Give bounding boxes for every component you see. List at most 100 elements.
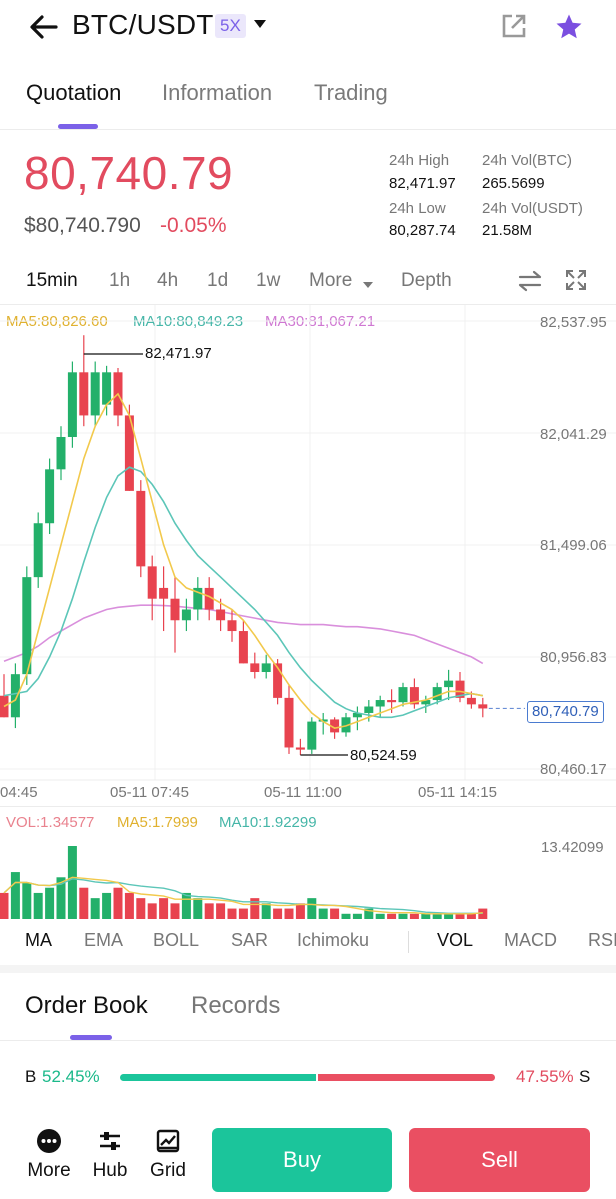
candle-body bbox=[409, 687, 419, 705]
x-tick: 04:45 bbox=[0, 784, 38, 801]
candle-body bbox=[295, 747, 305, 750]
interval-4h[interactable]: 4h bbox=[157, 270, 179, 291]
volume-bar bbox=[124, 892, 134, 919]
vol-max-label: 13.42099 bbox=[541, 839, 604, 856]
volume-bar bbox=[22, 882, 32, 919]
vol-usdt-value: 21.58M bbox=[482, 222, 533, 239]
tab-information[interactable]: Information bbox=[162, 80, 273, 105]
volume-bar bbox=[216, 903, 226, 919]
tab-trading[interactable]: Trading bbox=[314, 80, 388, 105]
vol-legend: VOL:1.34577 bbox=[6, 814, 95, 831]
y-tick: 82,537.95 bbox=[540, 314, 607, 331]
interval-15min[interactable]: 15min bbox=[26, 270, 78, 291]
volume-bars bbox=[0, 846, 488, 919]
y-tick: 81,499.06 bbox=[540, 537, 607, 554]
back-arrow-icon[interactable] bbox=[26, 10, 62, 44]
candle-body bbox=[124, 415, 134, 491]
usd-price: $80,740.790 bbox=[24, 214, 141, 237]
chart-markers bbox=[83, 353, 525, 756]
volume-bar bbox=[45, 887, 55, 919]
volume-bar bbox=[33, 892, 43, 919]
volume-bar bbox=[341, 913, 351, 919]
indicator-rsi[interactable]: RSI bbox=[588, 930, 616, 950]
vol-ma5-line bbox=[3, 876, 483, 915]
candlestick-chart[interactable] bbox=[0, 305, 616, 805]
candle-body bbox=[227, 620, 237, 632]
pair-title[interactable]: BTC/USDT bbox=[72, 9, 214, 40]
volume-bar bbox=[261, 903, 271, 919]
candle-body bbox=[102, 372, 112, 405]
candle-body bbox=[330, 719, 340, 733]
ma10-line bbox=[3, 466, 483, 719]
indicator-boll[interactable]: BOLL bbox=[153, 930, 200, 950]
candle-body bbox=[147, 566, 157, 599]
candle-body bbox=[273, 663, 283, 698]
candle-body bbox=[466, 697, 476, 705]
volume-bar bbox=[136, 898, 146, 919]
interval-1w[interactable]: 1w bbox=[256, 270, 281, 291]
volume-bar bbox=[181, 892, 191, 919]
chart-grid bbox=[0, 305, 616, 781]
interval-1h[interactable]: 1h bbox=[109, 270, 131, 291]
candle-body bbox=[90, 372, 100, 416]
star-icon[interactable] bbox=[554, 12, 584, 42]
interval-1d[interactable]: 1d bbox=[207, 270, 229, 291]
candle-body bbox=[307, 721, 317, 750]
hub-button[interactable]: Hub bbox=[83, 1128, 137, 1182]
indicator-macd[interactable]: MACD bbox=[504, 930, 557, 950]
sell-button[interactable]: Sell bbox=[409, 1128, 590, 1192]
divider bbox=[0, 304, 616, 305]
sell-ratio-label: S bbox=[579, 1067, 591, 1086]
indicator-ema[interactable]: EMA bbox=[84, 930, 124, 950]
candle-body bbox=[398, 687, 408, 703]
candle-body bbox=[181, 609, 191, 621]
volume-bar bbox=[295, 903, 305, 919]
indicator-sar[interactable]: SAR bbox=[231, 930, 269, 950]
ma-lines bbox=[3, 392, 483, 729]
candle-body bbox=[33, 523, 43, 578]
x-tick: 05-11 11:00 bbox=[264, 784, 342, 801]
volume-bar bbox=[466, 913, 476, 919]
more-button[interactable]: More bbox=[22, 1128, 76, 1182]
y-tick: 82,041.29 bbox=[540, 426, 607, 443]
volume-bar bbox=[10, 872, 20, 919]
vol-ma10-line bbox=[3, 878, 483, 914]
vol-usdt-label: 24h Vol(USDT) bbox=[482, 200, 583, 217]
buy-ratio-label: B bbox=[25, 1067, 37, 1086]
volume-bar bbox=[90, 898, 100, 919]
more-icon bbox=[36, 1128, 62, 1154]
candle-body bbox=[193, 587, 203, 610]
candle-body bbox=[387, 700, 397, 703]
hub-icon bbox=[97, 1128, 123, 1154]
caret-down-icon[interactable] bbox=[252, 16, 268, 32]
chart-settings-icon[interactable] bbox=[518, 270, 542, 297]
buy-ratio-value: 52.45% bbox=[42, 1067, 100, 1086]
indicator-ma[interactable]: MA bbox=[25, 930, 52, 950]
volume-ma-lines bbox=[3, 876, 483, 915]
fullscreen-icon[interactable] bbox=[565, 269, 587, 296]
volume-bar bbox=[79, 887, 89, 919]
share-icon[interactable] bbox=[500, 12, 528, 40]
vol-ma10-legend: MA10:1.92299 bbox=[219, 814, 317, 831]
tab-quotation[interactable]: Quotation bbox=[26, 80, 122, 105]
indicator-ichimoku[interactable]: Ichimoku bbox=[297, 930, 370, 950]
tab-underline bbox=[58, 124, 98, 129]
interval-depth[interactable]: Depth bbox=[401, 270, 452, 291]
buy-button[interactable]: Buy bbox=[212, 1128, 392, 1192]
buy-ratio-bar bbox=[120, 1074, 316, 1081]
low-marker-label: 80,524.59 bbox=[350, 747, 417, 764]
interval-more[interactable]: More bbox=[309, 270, 353, 291]
grid-label: Grid bbox=[150, 1160, 186, 1181]
grid-button[interactable]: Grid bbox=[141, 1128, 195, 1182]
candle-body bbox=[216, 609, 226, 621]
divider bbox=[0, 129, 616, 130]
candle-body bbox=[159, 587, 169, 599]
high-value: 82,471.97 bbox=[389, 175, 456, 192]
caret-down-icon[interactable] bbox=[362, 277, 374, 295]
indicator-vol[interactable]: VOL bbox=[437, 930, 474, 950]
tab-underline bbox=[70, 1035, 112, 1040]
volume-bar bbox=[227, 908, 237, 919]
candle-body bbox=[478, 704, 488, 709]
tab-order-book[interactable]: Order Book bbox=[25, 992, 148, 1019]
tab-records[interactable]: Records bbox=[191, 992, 281, 1019]
